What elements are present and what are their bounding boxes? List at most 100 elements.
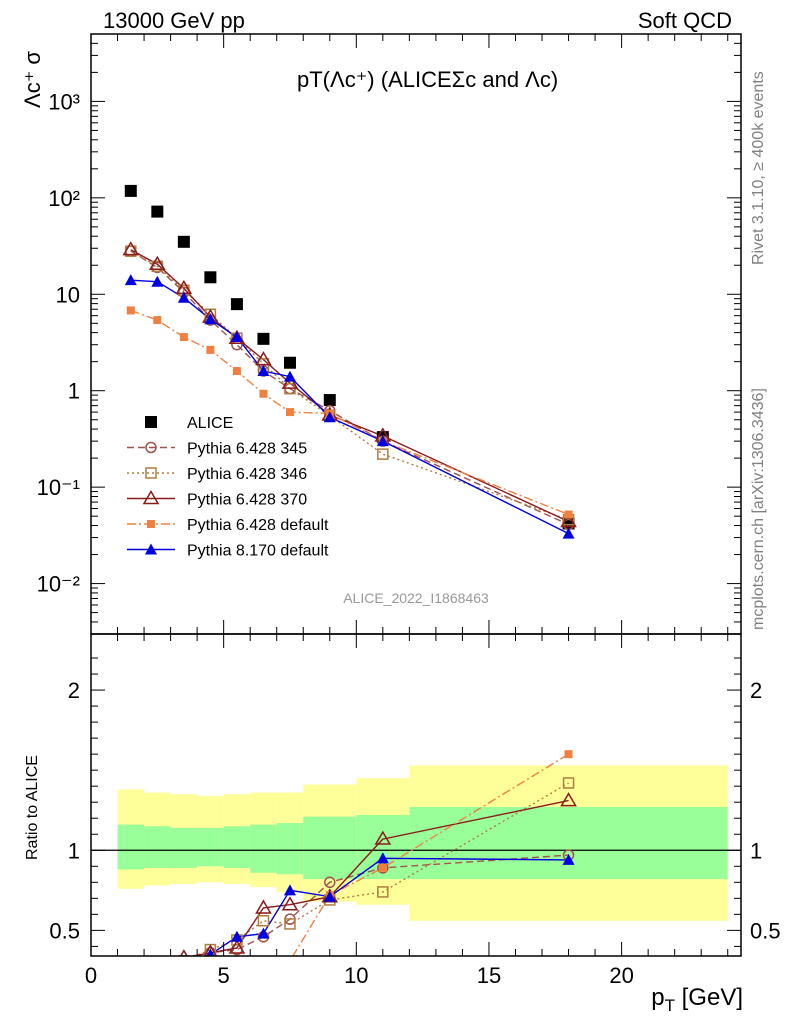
x-tick-label: 20 xyxy=(609,963,633,988)
ratio-point-series-3 xyxy=(286,957,294,965)
main-point-series-3 xyxy=(255,351,272,366)
ratio-point-series-2 xyxy=(255,899,272,914)
main-y-axis-label: Λc⁺ σ xyxy=(20,51,45,108)
main-y-tick-label: 10 xyxy=(56,282,80,307)
legend: ALICE Pythia 6.428 345 Pythia 6.428 346 Pyt… xyxy=(127,415,329,560)
ratio-point-series-3 xyxy=(206,979,214,987)
energy-label: 13000 GeV pp xyxy=(103,8,245,33)
main-point-series-5 xyxy=(283,370,296,382)
legend-label-2: Pythia 6.428 346 xyxy=(187,466,307,483)
main-point-series-3 xyxy=(228,329,246,344)
mcplots-label: mcplots.cern.ch [arXiv:1306.3436] xyxy=(750,388,767,630)
main-point-series-0 xyxy=(323,394,336,407)
ratio-series-markers xyxy=(124,750,577,1005)
ratio-point-series-1 xyxy=(257,915,270,927)
ratio-point-series-4 xyxy=(323,890,336,902)
ratio-point-series-2 xyxy=(374,830,392,845)
ratio-point-series-4 xyxy=(230,930,243,942)
main-point-series-5 xyxy=(204,313,217,325)
main-y-tick-label: 10⁻² xyxy=(37,572,80,597)
ratio-point-series-3 xyxy=(259,963,267,971)
main-point-series-4 xyxy=(232,367,241,376)
ratio-point-series-2 xyxy=(203,944,218,956)
legend-marker-2 xyxy=(145,467,157,479)
ratio-point-series-4 xyxy=(376,852,389,864)
legend-marker-4 xyxy=(147,520,155,528)
main-point-series-5 xyxy=(562,527,575,539)
ratio-point-series-2 xyxy=(124,963,138,975)
ratio-point-series-0 xyxy=(324,876,336,889)
ratio-series-lines xyxy=(188,753,569,956)
ratio-point-series-1 xyxy=(178,955,190,956)
main-point-series-4 xyxy=(126,306,135,315)
legend-label-1: Pythia 6.428 345 xyxy=(187,441,307,458)
analysis-id: ALICE_2022_I1868463 xyxy=(343,590,489,606)
ratio-point-series-1 xyxy=(377,886,389,898)
main-panel-background xyxy=(91,34,741,634)
ratio-line-series-0 xyxy=(199,854,569,956)
main-panel: 10⁻² 10⁻¹ 1 10 10² 10³ pT(Λc⁺) (ALICEΣc and Λ… xyxy=(37,33,742,635)
ratio-point-series-3 xyxy=(127,997,135,1005)
main-point-series-5 xyxy=(376,435,389,447)
main-point-series-0 xyxy=(124,184,137,197)
x-tick-label: 15 xyxy=(477,963,501,988)
panel-title: pT(Λc⁺) (ALICEΣc and Λc) xyxy=(297,67,558,92)
main-point-series-4 xyxy=(179,333,188,342)
legend-marker-1 xyxy=(145,441,157,454)
ratio-point-series-4 xyxy=(206,948,215,956)
ratio-point-series-4 xyxy=(178,963,190,974)
main-point-series-5 xyxy=(323,411,336,423)
main-point-series-5 xyxy=(230,331,243,343)
ratio-y-tick-label: 1 xyxy=(68,838,80,863)
main-line-series-5 xyxy=(130,279,569,535)
main-point-series-2 xyxy=(377,448,389,460)
ratio-point-series-2 xyxy=(560,792,577,807)
ratio-point-series-4 xyxy=(562,853,575,865)
ratio-panel: 0 5 10 15 20 0.5 0.5 1 1 2 2 xyxy=(49,633,781,1005)
main-line-series-4 xyxy=(130,309,569,516)
main-axis-ticks: 10⁻² 10⁻¹ 1 10 10² 10³ xyxy=(37,33,741,635)
main-point-series-3 xyxy=(560,513,577,528)
ratio-point-series-4 xyxy=(151,974,163,985)
ratio-point-series-3 xyxy=(378,863,387,872)
x-tick-label: 0 xyxy=(85,963,97,988)
main-point-series-0 xyxy=(230,298,243,311)
main-point-series-0 xyxy=(177,235,190,248)
legend-label-4: Pythia 6.428 default xyxy=(187,517,329,534)
ratio-y-tick-label-right: 2 xyxy=(750,678,762,703)
main-point-series-5 xyxy=(124,274,137,286)
main-point-series-5 xyxy=(177,291,190,303)
ratio-point-series-1 xyxy=(562,777,575,789)
inner-band xyxy=(276,823,304,875)
main-point-series-3 xyxy=(122,241,140,256)
ratio-point-series-3 xyxy=(564,750,573,759)
main-point-series-0 xyxy=(151,205,164,218)
main-series-markers xyxy=(122,184,577,539)
ratio-line-series-4 xyxy=(205,857,569,956)
ratio-y-tick-label: 0.5 xyxy=(49,918,80,943)
inner-band xyxy=(170,827,198,868)
inner-band xyxy=(250,824,277,873)
main-point-series-4 xyxy=(564,510,573,519)
main-point-series-5 xyxy=(151,275,164,287)
ratio-y-tick-label-right: 1 xyxy=(750,838,762,863)
inner-band xyxy=(144,826,171,868)
ratio-point-series-0 xyxy=(152,964,162,974)
inner-band xyxy=(223,826,251,868)
main-point-series-4 xyxy=(206,345,215,354)
ratio-point-series-2 xyxy=(281,896,299,911)
main-y-tick-label: 1 xyxy=(68,379,80,404)
main-point-series-5 xyxy=(257,365,270,377)
main-point-series-0 xyxy=(204,271,217,284)
main-point-series-0 xyxy=(283,356,296,369)
main-y-tick-label: 10³ xyxy=(48,89,80,114)
inner-band xyxy=(303,816,357,880)
ratio-point-series-4 xyxy=(283,884,296,896)
main-point-series-0 xyxy=(257,332,270,345)
x-tick-label: 5 xyxy=(218,963,230,988)
inner-band xyxy=(409,807,728,880)
ratio-point-series-4 xyxy=(257,927,270,939)
ratio-point-series-0 xyxy=(179,957,189,967)
inner-band xyxy=(117,824,145,870)
